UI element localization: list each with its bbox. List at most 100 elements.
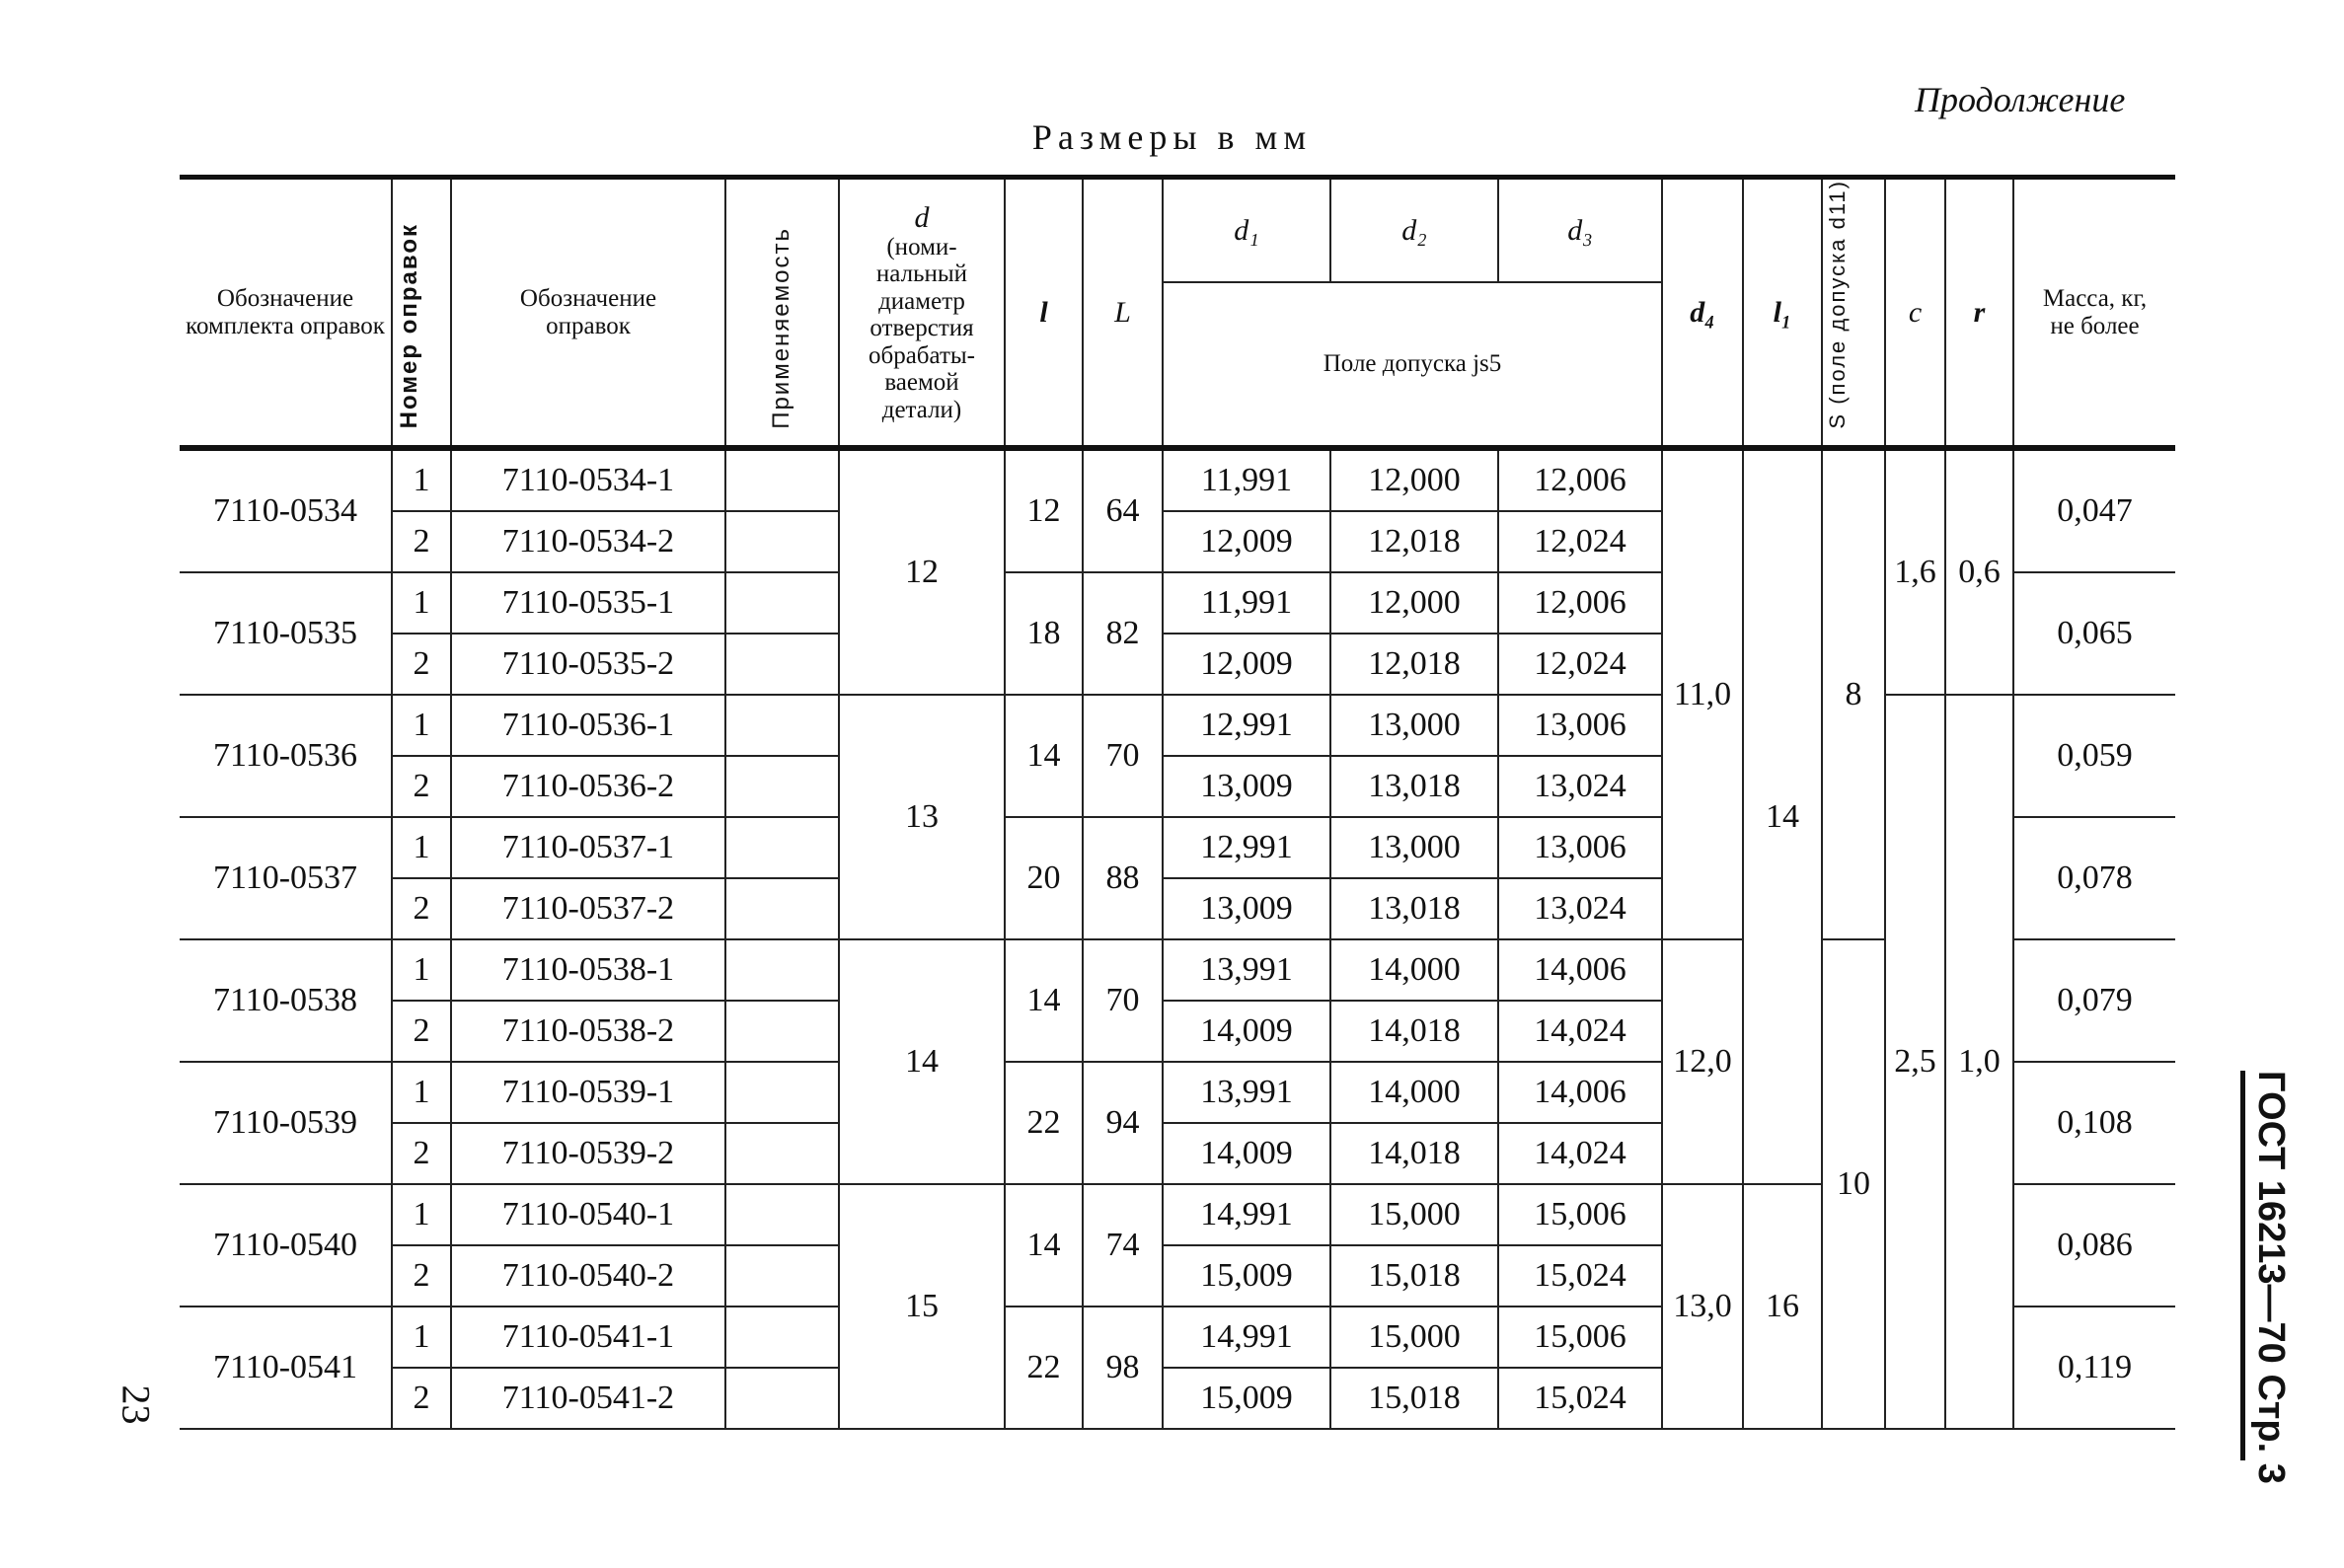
d3-value: 13,024 (1497, 755, 1663, 819)
d3-value: 13,006 (1497, 816, 1663, 880)
table-row: 7110-0537 1 7110-0537-1 20 88 12,991 13,000 13,… (180, 816, 2175, 941)
d1-value: 14,991 (1162, 1183, 1331, 1247)
mandrel-number: 2 (392, 877, 452, 941)
d1-value: 14,991 (1162, 1306, 1331, 1370)
header-d1: d₁ (1162, 175, 1331, 284)
l-value: 14 (1004, 1183, 1084, 1308)
d3-value: 14,024 (1497, 1122, 1663, 1186)
mass-value: 0,108 (2012, 1061, 2175, 1186)
d1-value: 14,009 (1162, 1000, 1331, 1064)
header-designation: Обозначение оправок (450, 175, 726, 452)
d2-value: 13,018 (1329, 877, 1499, 941)
applicability-cell (724, 1061, 840, 1125)
d2-value: 12,018 (1329, 510, 1499, 574)
header-kit: Обозначение комплекта оправок (180, 175, 393, 452)
mandrel-dimensions-table: Обозначение комплекта оправок Номер опра… (180, 175, 2175, 1431)
header-d3: d₃ (1497, 175, 1663, 284)
mandrel-number: 2 (392, 1367, 452, 1431)
kit-designation: 7110-0540 (180, 1183, 393, 1308)
d-value: 13 (838, 694, 1006, 941)
d3-value: 12,024 (1497, 633, 1663, 697)
r-value: 1,0 (1944, 694, 2014, 1431)
s-value: 10 (1821, 938, 1886, 1431)
d1-value: 15,009 (1162, 1367, 1331, 1431)
table-row: 2 7110-0534-2 12,009 12,018 12,024 (180, 510, 2175, 574)
mandrel-designation: 7110-0534-2 (450, 510, 726, 574)
units-title: Размеры в мм (1031, 117, 1313, 157)
l-value: 18 (1004, 571, 1084, 697)
c-value: 1,6 (1884, 447, 1946, 697)
mandrel-designation: 7110-0537-1 (450, 816, 726, 880)
table-row: 2 7110-0541-2 15,009 15,018 15,024 (180, 1367, 2175, 1431)
d2-value: 15,018 (1329, 1244, 1499, 1308)
header-tolerance: Поле допуска js5 (1163, 281, 1662, 452)
L-value: 98 (1082, 1306, 1164, 1431)
d2-value: 12,018 (1329, 633, 1499, 697)
d-value: 12 (838, 447, 1006, 697)
c-value: 2,5 (1884, 694, 1946, 1431)
L-value: 74 (1082, 1183, 1164, 1308)
applicability-cell (724, 1306, 840, 1370)
table-row: 7110-0536 1 7110-0536-1 13 14 70 12,991 13,000 1… (180, 694, 2175, 1431)
applicability-cell (724, 1244, 840, 1308)
l-value: 22 (1004, 1306, 1084, 1431)
mandrel-designation: 7110-0537-2 (450, 877, 726, 941)
mandrel-designation: 7110-0534-1 (450, 447, 726, 513)
header-d2: d₂ (1329, 175, 1499, 284)
mandrel-designation: 7110-0535-2 (450, 633, 726, 697)
table-row: 7110-0541 1 7110-0541-1 22 98 14,991 15,000 15,… (180, 1306, 2175, 1431)
d4-value: 13,0 (1661, 1183, 1744, 1431)
d2-value: 13,000 (1329, 694, 1499, 758)
kit-designation: 7110-0537 (180, 816, 393, 941)
L-value: 70 (1082, 694, 1164, 819)
mandrel-designation: 7110-0539-2 (450, 1122, 726, 1186)
header-d-symbol: d (914, 200, 930, 234)
mandrel-designation: 7110-0541-1 (450, 1306, 726, 1370)
header-d-text: (номи-нальный диаметр отверстия обрабаты… (868, 233, 976, 423)
applicability-cell (724, 633, 840, 697)
table-row: 2 7110-0536-2 13,009 13,018 13,024 (180, 755, 2175, 819)
table-row: 2 7110-0537-2 13,009 13,018 13,024 (180, 877, 2175, 941)
standard-label-text: ГОСТ 16213—70 Стр. 3 (2250, 1071, 2292, 1484)
header-applicability-text: Применяемость (768, 226, 795, 429)
mandrel-designation: 7110-0540-1 (450, 1183, 726, 1247)
l1-value: 16 (1742, 1183, 1823, 1431)
d1-value: 12,009 (1162, 510, 1331, 574)
applicability-cell (724, 1000, 840, 1064)
d-value: 15 (838, 1183, 1006, 1431)
table-row: 7110-0535 1 7110-0535-1 18 82 11,991 12,000 12,… (180, 571, 2175, 697)
d3-value: 13,024 (1497, 877, 1663, 941)
d2-value: 14,000 (1329, 938, 1499, 1003)
table-row: 2 7110-0538-2 14,009 14,018 14,024 (180, 1000, 2175, 1064)
l-value: 22 (1004, 1061, 1084, 1186)
mass-value: 0,119 (2012, 1306, 2175, 1431)
mandrel-designation: 7110-0536-2 (450, 755, 726, 819)
applicability-cell (724, 510, 840, 574)
mandrel-designation: 7110-0538-1 (450, 938, 726, 1003)
mass-value: 0,059 (2012, 694, 2175, 819)
L-value: 70 (1082, 938, 1164, 1064)
d2-value: 15,000 (1329, 1183, 1499, 1247)
d3-value: 15,024 (1497, 1367, 1663, 1431)
continuation-label: Продолжение (1915, 80, 2126, 119)
l1-value: 14 (1742, 447, 1823, 1186)
header-d: d (номи-нальный диаметр отверстия обрабат… (838, 175, 1006, 452)
d1-value: 13,009 (1162, 755, 1331, 819)
d3-value: 12,006 (1497, 447, 1663, 513)
l-value: 14 (1004, 694, 1084, 819)
standard-side-label: ГОСТ 16213—70 Стр. 3 (2240, 1071, 2305, 1484)
d1-value: 13,009 (1162, 877, 1331, 941)
table-row: 2 7110-0540-2 15,009 15,018 15,024 (180, 1244, 2175, 1308)
table-row: 7110-0538 1 7110-0538-1 14 14 70 13,991 14,000 1… (180, 938, 2175, 1431)
d2-value: 13,000 (1329, 816, 1499, 880)
applicability-cell (724, 816, 840, 880)
mandrel-number: 2 (392, 1244, 452, 1308)
kit-designation: 7110-0534 (180, 447, 393, 574)
d2-value: 12,000 (1329, 447, 1499, 513)
header-number-text: Номер оправок (396, 223, 422, 429)
header-applicability: Применяемость (724, 175, 840, 452)
table-row: 7110-0540 1 7110-0540-1 15 14 74 14,991 15,000 1… (180, 1183, 2175, 1431)
mandrel-designation: 7110-0535-1 (450, 571, 726, 635)
mandrel-number: 1 (391, 447, 452, 513)
r-value: 0,6 (1944, 447, 2014, 697)
